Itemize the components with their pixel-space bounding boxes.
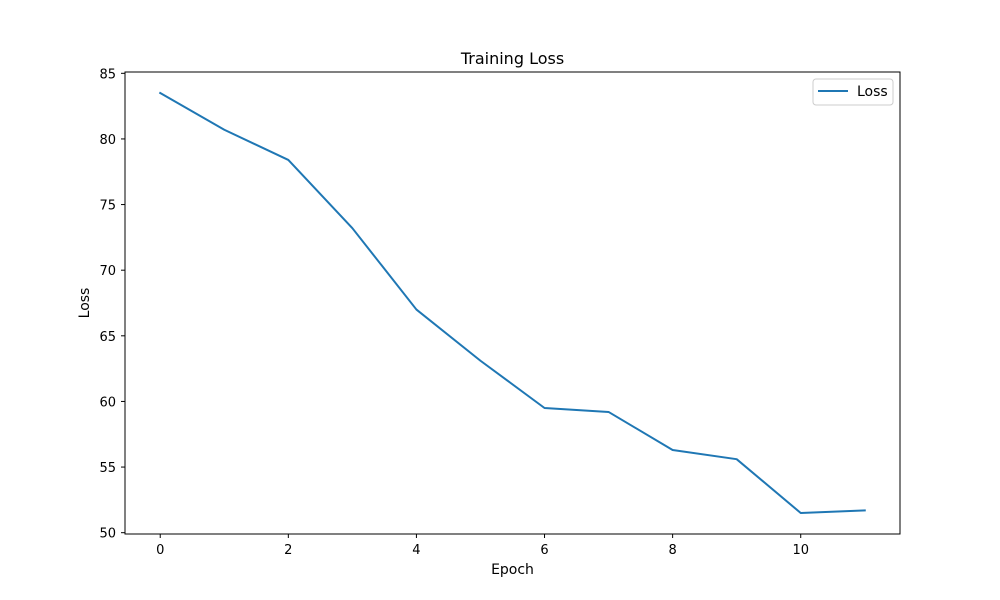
x-tick-label: 6 [540,543,548,558]
y-tick-label: 70 [99,264,116,279]
y-tick-label: 65 [99,330,116,345]
plot-frame [124,71,901,535]
series-layer [158,91,866,514]
x-axis-label: Epoch [491,562,534,578]
y-axis-label: Loss [77,288,93,319]
y-tick-label: 50 [99,527,116,542]
legend-label: Loss [857,84,888,100]
legend-box [812,78,894,106]
x-tick-label: 4 [412,543,420,558]
x-tick-label: 8 [668,543,676,558]
legend: Loss [812,78,894,106]
x-tick-label: 0 [156,543,164,558]
y-axis-ticks: 50 55 60 65 70 75 80 85 [99,67,125,542]
x-axis-ticks: 0 2 4 6 8 10 [156,534,809,558]
y-tick-label: 55 [99,461,116,476]
x-tick-label: 10 [792,543,809,558]
chart-title: Training Loss [460,49,564,68]
y-tick-label: 80 [99,133,116,148]
y-tick-label: 60 [99,395,116,410]
y-tick-label: 85 [99,67,116,82]
y-tick-label: 75 [99,199,116,214]
x-tick-label: 2 [284,543,292,558]
series-line-loss [158,91,866,514]
